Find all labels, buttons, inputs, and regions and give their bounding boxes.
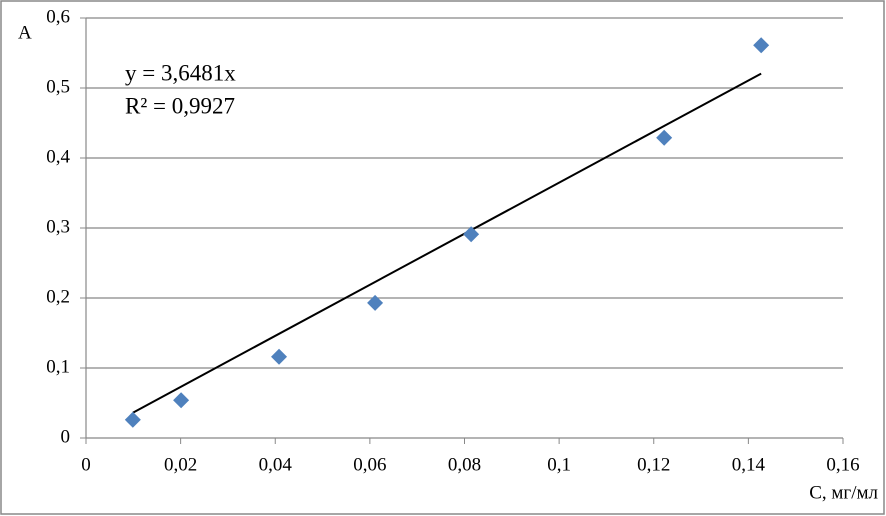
- data-point: [656, 129, 673, 146]
- data-point: [173, 392, 190, 409]
- data-point: [463, 226, 480, 243]
- y-tick-label: 0,3: [46, 216, 70, 237]
- x-tick-label: 0,04: [259, 454, 293, 475]
- data-point: [753, 37, 770, 54]
- y-tick-label: 0,6: [46, 6, 70, 27]
- data-point: [367, 294, 384, 311]
- y-tick-label: 0,1: [46, 356, 70, 377]
- equation: y = 3,6481x: [125, 60, 236, 85]
- x-tick-label: 0,12: [637, 454, 670, 475]
- trendline: [132, 72, 762, 414]
- y-axis-label: A: [18, 22, 32, 43]
- y-tick-label: 0,4: [46, 146, 70, 167]
- x-tick-label: 0,16: [826, 454, 859, 475]
- y-tick-label: 0,5: [46, 76, 70, 97]
- x-tick-label: 0,06: [353, 454, 386, 475]
- y-tick-label: 0,2: [46, 286, 70, 307]
- r-squared: R² = 0,9927: [125, 93, 235, 118]
- data-point: [271, 348, 288, 365]
- x-tick-label: 0: [81, 454, 91, 475]
- x-tick-label: 0,08: [448, 454, 481, 475]
- y-tick-label: 0: [61, 426, 71, 447]
- x-tick-label: 0,1: [547, 454, 571, 475]
- data-point: [124, 411, 141, 428]
- x-tick-label: 0,14: [732, 454, 766, 475]
- x-axis-label: C, мг/мл: [809, 482, 878, 503]
- x-tick-label: 0,02: [164, 454, 197, 475]
